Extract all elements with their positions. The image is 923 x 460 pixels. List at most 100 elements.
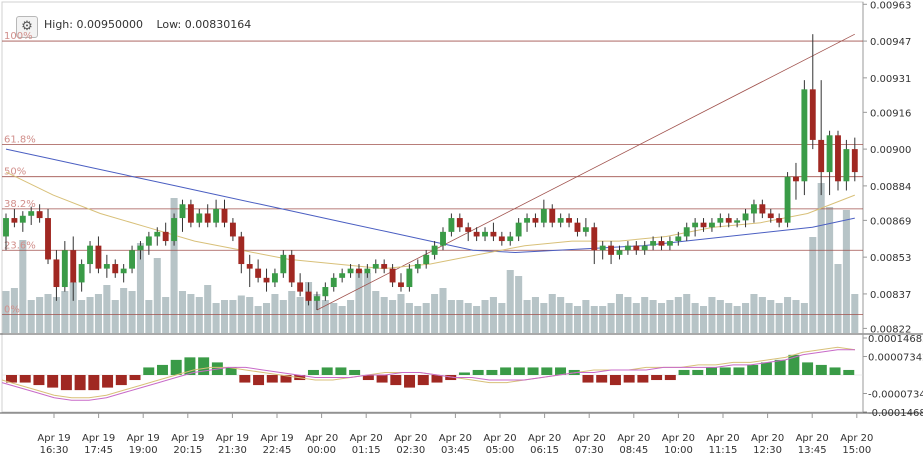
macd-histogram-bar bbox=[239, 375, 251, 383]
volume-bar bbox=[826, 207, 834, 333]
volume-bar bbox=[683, 294, 691, 333]
macd-histogram-bar bbox=[637, 375, 649, 383]
volume-bar bbox=[330, 303, 338, 333]
volume-bar bbox=[279, 300, 287, 333]
x-tick-date: Apr 20 bbox=[394, 433, 427, 444]
macd-histogram-bar bbox=[582, 375, 594, 383]
volume-bar bbox=[19, 240, 27, 333]
volume-bar bbox=[103, 285, 111, 333]
candle-up bbox=[742, 213, 749, 221]
y-tick-label: 0.00916 bbox=[870, 108, 911, 119]
candle-up bbox=[717, 218, 724, 223]
macd-histogram-bar bbox=[102, 375, 114, 388]
candle-up bbox=[826, 135, 833, 173]
candle-up bbox=[103, 264, 110, 269]
macd-histogram-bar bbox=[362, 375, 374, 381]
candle-up bbox=[137, 245, 144, 251]
candle-down bbox=[835, 135, 841, 182]
candle-up bbox=[431, 245, 438, 255]
candle-up bbox=[801, 89, 808, 182]
candle-down bbox=[246, 264, 253, 269]
candle-up bbox=[414, 264, 421, 269]
volume-bar bbox=[372, 291, 380, 333]
candle-down bbox=[633, 245, 640, 251]
macd-histogram-bar bbox=[486, 369, 498, 375]
candle-up bbox=[78, 264, 85, 283]
volume-bar bbox=[456, 300, 464, 333]
macd-histogram-bar bbox=[664, 375, 676, 381]
candle-down bbox=[53, 259, 60, 288]
settings-gear-button[interactable]: ⚙ bbox=[16, 16, 38, 38]
macd-histogram-bar bbox=[445, 375, 457, 381]
fib-level-label: 38.2% bbox=[4, 199, 36, 210]
macd-histogram-bar bbox=[843, 369, 855, 375]
macd-histogram-bar bbox=[458, 372, 470, 375]
candle-up bbox=[3, 218, 9, 237]
macd-histogram-bar bbox=[692, 369, 704, 375]
volume-bar bbox=[506, 270, 514, 333]
volume-bar bbox=[397, 294, 405, 333]
moving-average-blue bbox=[5, 148, 855, 254]
volume-bar bbox=[750, 294, 758, 333]
volume-bar bbox=[187, 294, 195, 333]
macd-histogram-bar bbox=[115, 375, 127, 386]
candle-up bbox=[61, 250, 68, 288]
macd-histogram-bar bbox=[266, 375, 278, 383]
candle-up bbox=[196, 213, 203, 223]
volume-bar bbox=[363, 273, 371, 333]
candle-up bbox=[406, 268, 413, 288]
volume-bar bbox=[649, 300, 657, 333]
candle-up bbox=[145, 236, 152, 246]
y-tick-label: 0.00931 bbox=[870, 74, 911, 85]
volume-bar bbox=[599, 306, 607, 333]
candle-down bbox=[809, 89, 816, 140]
macd-histogram-bar bbox=[513, 367, 525, 375]
volume-bar bbox=[27, 300, 35, 333]
macd-histogram-bar bbox=[307, 369, 319, 375]
macd-histogram-bar bbox=[143, 367, 155, 375]
macd-histogram-bar bbox=[198, 357, 210, 375]
macd-histogram-bar bbox=[623, 375, 635, 383]
x-tick-time: 03:45 bbox=[441, 445, 470, 456]
x-tick-time: 15:00 bbox=[842, 445, 871, 456]
macd-histogram-bar bbox=[706, 367, 717, 375]
candle-up bbox=[616, 250, 623, 255]
volume-bar bbox=[212, 303, 220, 333]
volume-bar bbox=[10, 288, 18, 333]
volume-bar bbox=[657, 303, 666, 333]
candle-down bbox=[70, 250, 77, 283]
volume-bar bbox=[355, 270, 363, 333]
candle-down bbox=[759, 204, 766, 214]
macd-histogram-bar bbox=[390, 375, 402, 386]
volume-bar bbox=[254, 306, 262, 333]
candle-up bbox=[734, 220, 741, 223]
candle-up bbox=[154, 231, 161, 237]
candle-down bbox=[263, 277, 270, 283]
volume-bar bbox=[204, 285, 212, 333]
fib-level-label: 100% bbox=[4, 31, 33, 42]
x-tick-date: Apr 20 bbox=[483, 433, 516, 444]
candle-up bbox=[322, 287, 329, 297]
volume-bar bbox=[288, 291, 296, 333]
macd-histogram-bar bbox=[651, 375, 663, 381]
volume-bar bbox=[338, 306, 346, 333]
candle-up bbox=[364, 268, 371, 274]
x-tick-time: 07:30 bbox=[575, 445, 604, 456]
candle-up bbox=[666, 241, 673, 246]
macd-histogram-bar bbox=[184, 357, 196, 375]
fib-level-label: 0% bbox=[4, 305, 20, 316]
candle-down bbox=[238, 236, 245, 265]
x-tick-time: 12:30 bbox=[753, 445, 782, 456]
volume-bar bbox=[473, 306, 481, 333]
candle-down bbox=[36, 211, 43, 219]
x-tick-time: 10:00 bbox=[664, 445, 693, 456]
volume-bar bbox=[590, 306, 598, 333]
volume-bar bbox=[817, 183, 825, 333]
x-tick-date: Apr 20 bbox=[573, 433, 606, 444]
volume-bar bbox=[44, 294, 52, 333]
volume-bar bbox=[321, 300, 329, 333]
candle-up bbox=[751, 204, 757, 214]
macd-histogram-bar bbox=[733, 367, 745, 375]
x-tick-time: 11:15 bbox=[709, 445, 738, 456]
